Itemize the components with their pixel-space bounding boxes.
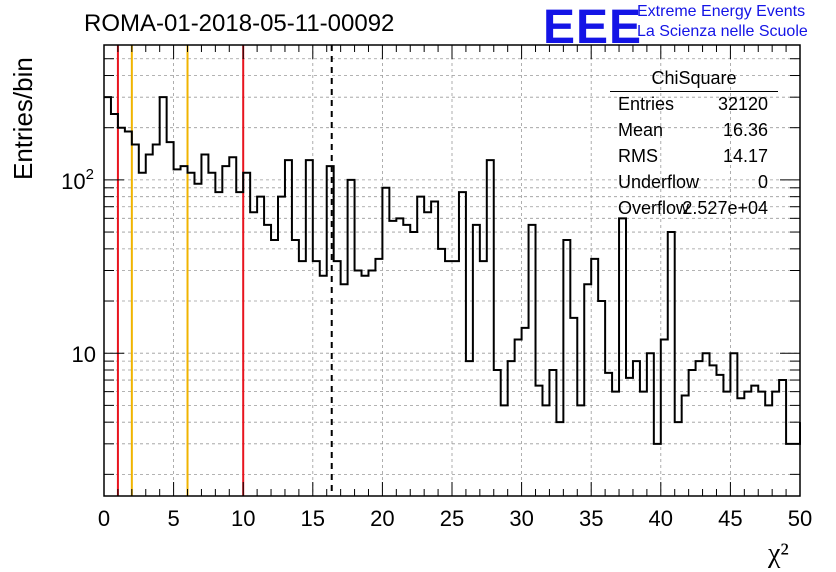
- grid: [104, 44, 800, 496]
- x-tick-label: 35: [579, 506, 603, 531]
- stats-row-overflow: Overflow 2.527e+04: [610, 198, 778, 224]
- stats-key: Overflow: [618, 198, 690, 218]
- eee-logo: EEE: [543, 1, 643, 54]
- histogram-bars: [104, 96, 801, 445]
- logo-tagline-1: Extreme Energy Events: [637, 3, 806, 20]
- stats-box: ChiSquare Entries 32120 Mean 16.36 RMS 1…: [610, 68, 778, 224]
- stats-row-rms: RMS 14.17: [610, 146, 778, 172]
- y-tick-label: 10: [72, 342, 96, 367]
- stats-value: 14.17: [722, 146, 768, 166]
- stats-row-underflow: Underflow 0: [610, 172, 778, 198]
- x-axis-label: χ²: [768, 538, 789, 569]
- logo-tagline-2: La Scienza nelle Scuole: [637, 23, 808, 40]
- x-tick-label: 45: [718, 506, 742, 531]
- x-tick-label: 25: [440, 506, 464, 531]
- stats-key: RMS: [618, 146, 658, 166]
- x-tick-label: 50: [788, 506, 812, 531]
- stats-title: ChiSquare: [610, 68, 778, 92]
- stats-key: Mean: [618, 120, 664, 140]
- x-tick-label: 10: [231, 506, 255, 531]
- x-tick-label: 5: [167, 506, 179, 531]
- y-tick-label: 102: [61, 166, 94, 194]
- x-tick-label: 15: [301, 506, 325, 531]
- stats-key: Underflow: [618, 172, 700, 192]
- y-axis-label: Entries/bin: [8, 57, 38, 180]
- stats-value: 2.527e+04: [682, 198, 768, 218]
- x-tick-label: 0: [98, 506, 110, 531]
- stats-value: 0: [757, 172, 768, 192]
- x-tick-label: 30: [509, 506, 533, 531]
- stats-key: Entries: [618, 94, 675, 114]
- histogram-step-line: [104, 96, 801, 445]
- axis-ticks: [103, 44, 801, 496]
- stats-row-entries: Entries 32120: [610, 94, 778, 120]
- tick-labels: 0 5 10 15 20 25 30 35 40 45 50 10 102: [61, 166, 812, 531]
- stats-value: 32120: [717, 94, 768, 114]
- page-title: ROMA-01-2018-05-11-00092: [84, 10, 395, 37]
- x-tick-label: 20: [370, 506, 394, 531]
- stats-row-mean: Mean 16.36: [610, 120, 778, 146]
- x-tick-label: 40: [649, 506, 673, 531]
- stats-value: 16.36: [722, 120, 768, 140]
